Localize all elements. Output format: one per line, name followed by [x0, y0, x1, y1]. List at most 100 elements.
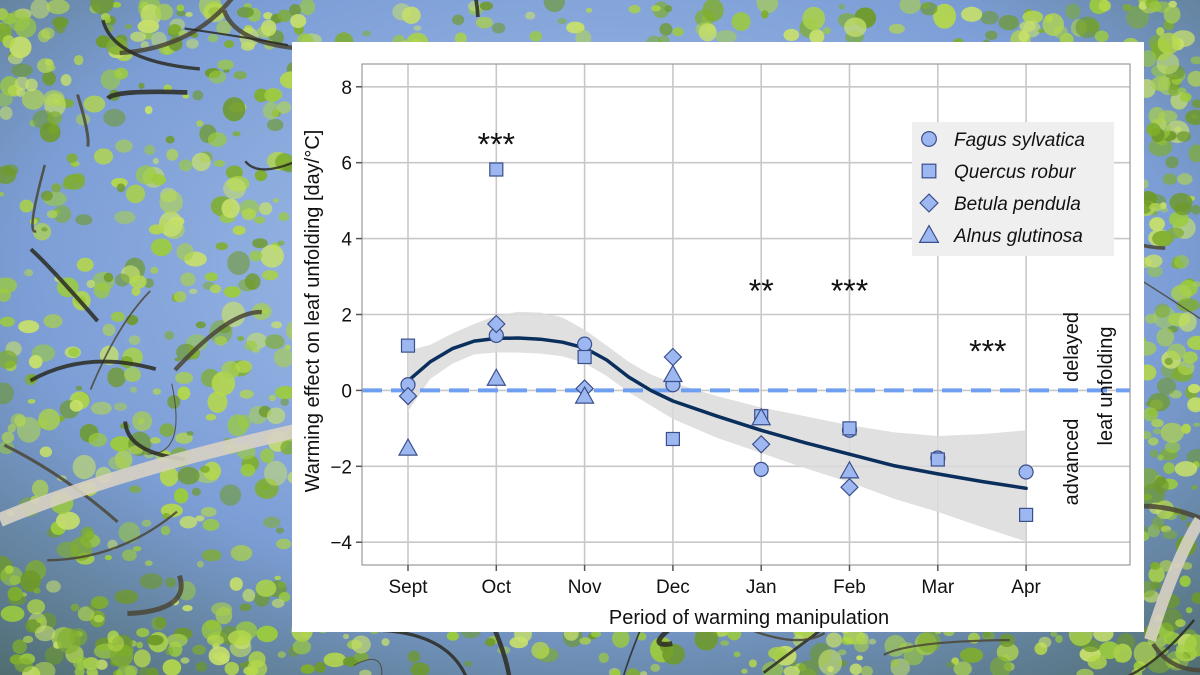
- legend-marker-triangle: [918, 224, 940, 243]
- leaf: [27, 599, 46, 615]
- leaf: [1087, 655, 1107, 670]
- data-point-diamond: [751, 434, 771, 454]
- leaf: [30, 0, 50, 19]
- leaf: [1042, 13, 1064, 36]
- x-tick-label: Feb: [833, 577, 866, 598]
- leaf: [259, 202, 273, 216]
- leaf: [1176, 298, 1200, 312]
- data-point-square: [400, 338, 416, 353]
- leaf: [177, 466, 200, 485]
- data-point-diamond: [840, 477, 859, 497]
- leaf: [185, 12, 193, 17]
- legend-label: Fagus sylvatica: [954, 130, 1085, 151]
- leaf: [69, 399, 84, 412]
- leaf: [933, 3, 957, 29]
- leaf: [53, 205, 72, 224]
- leaf: [1193, 422, 1200, 427]
- y-tick-label: 4: [341, 230, 352, 251]
- leaf: [113, 402, 128, 412]
- leaf: [838, 4, 845, 10]
- leaf: [40, 27, 55, 40]
- leaf: [323, 652, 347, 668]
- leaf: [102, 323, 116, 337]
- data-point-square: [1018, 507, 1034, 522]
- leaf: [69, 536, 93, 561]
- branch: [101, 19, 200, 71]
- leaf: [90, 596, 109, 610]
- leaf: [196, 560, 204, 568]
- data-point-triangle: [574, 385, 595, 404]
- leaf-unfolding-label: leaf unfolding: [1095, 327, 1117, 446]
- leaf: [19, 199, 34, 213]
- branch: [1127, 619, 1196, 675]
- x-tick-label: Jan: [746, 577, 777, 598]
- leaf: [276, 538, 292, 550]
- leaf: [275, 527, 285, 534]
- leaf: [1113, 643, 1132, 663]
- leaf: [650, 5, 661, 12]
- chart-panel: −4 −2 0 2 4 6 8 Sept Oct Nov Dec Jan Feb Mar Apr *** **…: [292, 42, 1144, 632]
- leaf: [289, 3, 301, 17]
- leaf: [160, 525, 171, 536]
- leaf: [192, 644, 206, 655]
- leaf: [176, 4, 185, 12]
- leaf: [73, 656, 89, 670]
- leaf: [278, 591, 291, 603]
- leaf: [917, 631, 942, 653]
- leaf: [263, 12, 273, 20]
- leaf: [1148, 1, 1162, 13]
- leaf: [114, 210, 136, 224]
- leaf: [953, 661, 972, 675]
- leaf: [1149, 217, 1165, 231]
- leaf: [1191, 99, 1200, 108]
- leaf: [888, 23, 905, 34]
- leaf: [116, 183, 126, 193]
- leaf: [75, 214, 93, 226]
- leaf: [40, 190, 53, 201]
- leaf: [1065, 3, 1081, 20]
- leaf: [413, 25, 422, 31]
- legend: Fagus sylvatica Quercus robur Betula pendu…: [912, 122, 1114, 256]
- leaf: [33, 587, 41, 594]
- leaf: [179, 516, 198, 529]
- leaf: [342, 656, 359, 667]
- leaf: [11, 63, 33, 78]
- leaf: [262, 516, 281, 529]
- leaf: [1156, 327, 1175, 347]
- leaf: [18, 320, 40, 334]
- y-tick-label: 8: [341, 78, 352, 99]
- leaf: [1164, 441, 1181, 454]
- leaf: [152, 388, 162, 395]
- leaf: [115, 139, 133, 153]
- leaf: [1187, 335, 1200, 351]
- leaf: [162, 659, 182, 675]
- leaf: [274, 385, 297, 400]
- leaf: [1187, 70, 1200, 87]
- leaf: [86, 667, 99, 675]
- leaf: [1122, 3, 1132, 12]
- leaf: [1, 431, 15, 443]
- leaf: [890, 659, 899, 668]
- leaf: [1177, 87, 1187, 95]
- confidence-ribbon: [408, 311, 1027, 542]
- leaf: [1185, 607, 1193, 614]
- leaf: [1148, 566, 1165, 584]
- leaf: [83, 95, 106, 113]
- leaf: [1168, 0, 1177, 8]
- leaf: [31, 479, 49, 498]
- leaf: [1149, 449, 1159, 458]
- leaf: [351, 635, 371, 654]
- leaf: [123, 367, 141, 383]
- leaf: [1160, 422, 1184, 443]
- leaf: [130, 31, 147, 42]
- leaf: [650, 663, 661, 672]
- leaf: [0, 191, 5, 197]
- leaf: [144, 105, 153, 115]
- data-point-triangle: [397, 437, 419, 456]
- leaf: [129, 386, 137, 393]
- leaf: [849, 663, 863, 675]
- branch: [76, 94, 90, 147]
- legend-box: [912, 122, 1114, 256]
- leaf: [136, 641, 144, 649]
- leaf: [114, 589, 139, 605]
